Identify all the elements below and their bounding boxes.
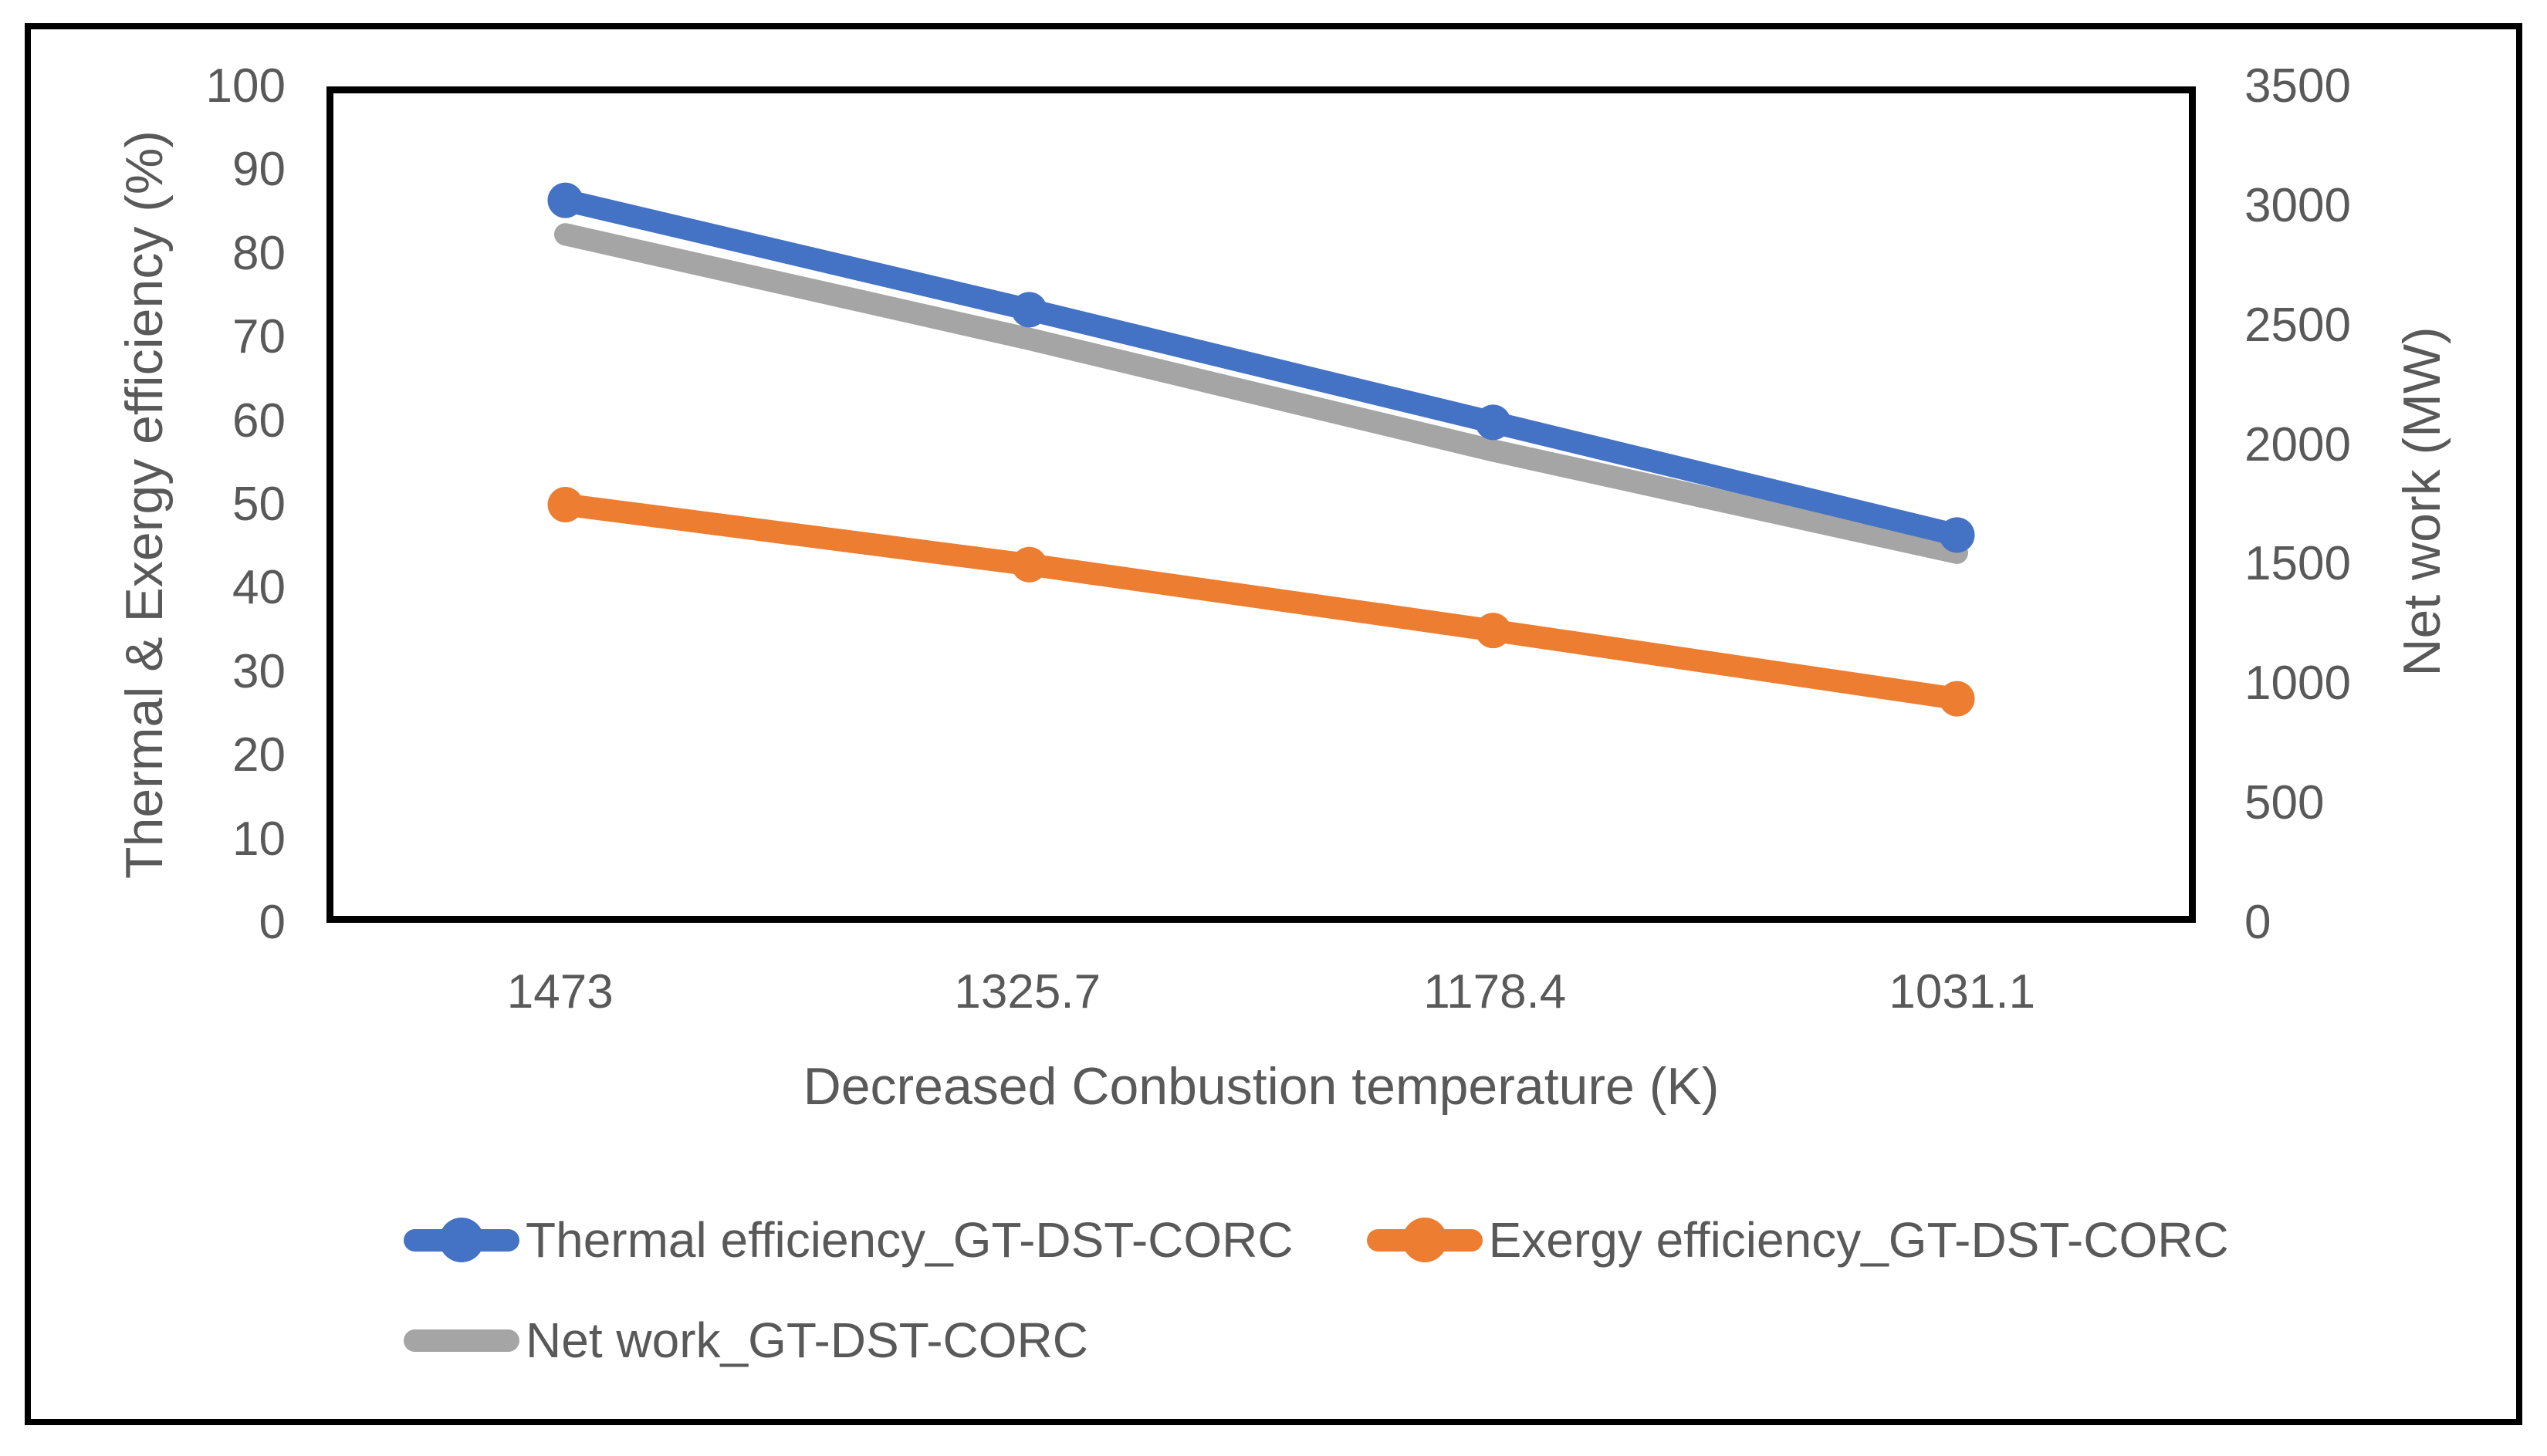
legend-line-swatch <box>404 1329 519 1352</box>
right-axis-tick-label: 3000 <box>2244 178 2351 232</box>
series-line <box>554 189 1968 546</box>
right-axis-tick-label: 500 <box>2244 776 2325 830</box>
legend-line-swatch <box>404 1218 519 1262</box>
series-marker <box>1011 292 1047 328</box>
series-plot <box>547 182 1975 717</box>
left-axis-tick-label: 80 <box>232 226 286 280</box>
series-marker <box>1475 404 1511 441</box>
left-axis-tick-label: 30 <box>232 644 286 698</box>
x-axis-tick-label: 1325.7 <box>954 965 1101 1019</box>
left-axis-tick-label: 40 <box>232 561 286 615</box>
series-marker <box>1475 613 1511 649</box>
left-axis-tick-label: 70 <box>232 310 286 364</box>
legend-marker-icon <box>439 1218 484 1262</box>
series-marker <box>1939 517 1975 553</box>
legend-label: Net work_GT-DST-CORC <box>526 1312 1088 1368</box>
series-line <box>554 223 1968 564</box>
left-axis-tick-label: 10 <box>232 812 286 866</box>
legend-line-swatch <box>1366 1218 1483 1262</box>
legend-item: Exergy efficiency_GT-DST-CORC <box>1366 1194 2229 1286</box>
legend-marker-icon <box>1402 1218 1447 1262</box>
legend-label: Thermal efficiency_GT-DST-CORC <box>526 1212 1294 1268</box>
right-axis-tick-label: 0 <box>2244 896 2271 949</box>
x-axis-tick-label: 1473 <box>506 965 614 1019</box>
right-y-axis-title: Net work (MW) <box>2393 326 2451 677</box>
plot-area <box>326 86 2196 923</box>
left-axis-tick-label: 90 <box>232 143 286 197</box>
right-axis-tick-label: 1000 <box>2244 657 2351 711</box>
legend: Thermal efficiency_GT-DST-CORC Exergy eff… <box>404 1194 2302 1387</box>
series-marker <box>547 487 583 522</box>
right-axis-tick-label: 2500 <box>2244 298 2351 352</box>
legend-item: Net work_GT-DST-CORC <box>404 1294 1088 1387</box>
x-axis-tick-label: 1031.1 <box>1889 965 2036 1019</box>
left-axis-tick-label: 60 <box>232 394 286 448</box>
left-axis-tick-label: 50 <box>232 478 286 531</box>
series-line <box>554 493 1968 711</box>
right-axis-tick-label: 2000 <box>2244 417 2351 471</box>
series-marker <box>547 182 583 218</box>
x-axis-tick-label: 1178.4 <box>1423 965 1567 1019</box>
series-marker <box>1939 681 1975 717</box>
legend-label: Exergy efficiency_GT-DST-CORC <box>1488 1212 2229 1268</box>
series-marker <box>1011 546 1047 583</box>
left-axis-tick-label: 100 <box>205 59 286 113</box>
right-axis-tick-label: 1500 <box>2244 537 2351 591</box>
legend-item: Thermal efficiency_GT-DST-CORC <box>404 1194 1294 1286</box>
right-axis-tick-label: 3500 <box>2244 59 2351 113</box>
left-axis-tick-label: 0 <box>259 896 286 949</box>
left-axis-tick-label: 20 <box>232 728 286 782</box>
x-axis-title: Decreased Conbustion temperature (K) <box>803 1057 1720 1116</box>
